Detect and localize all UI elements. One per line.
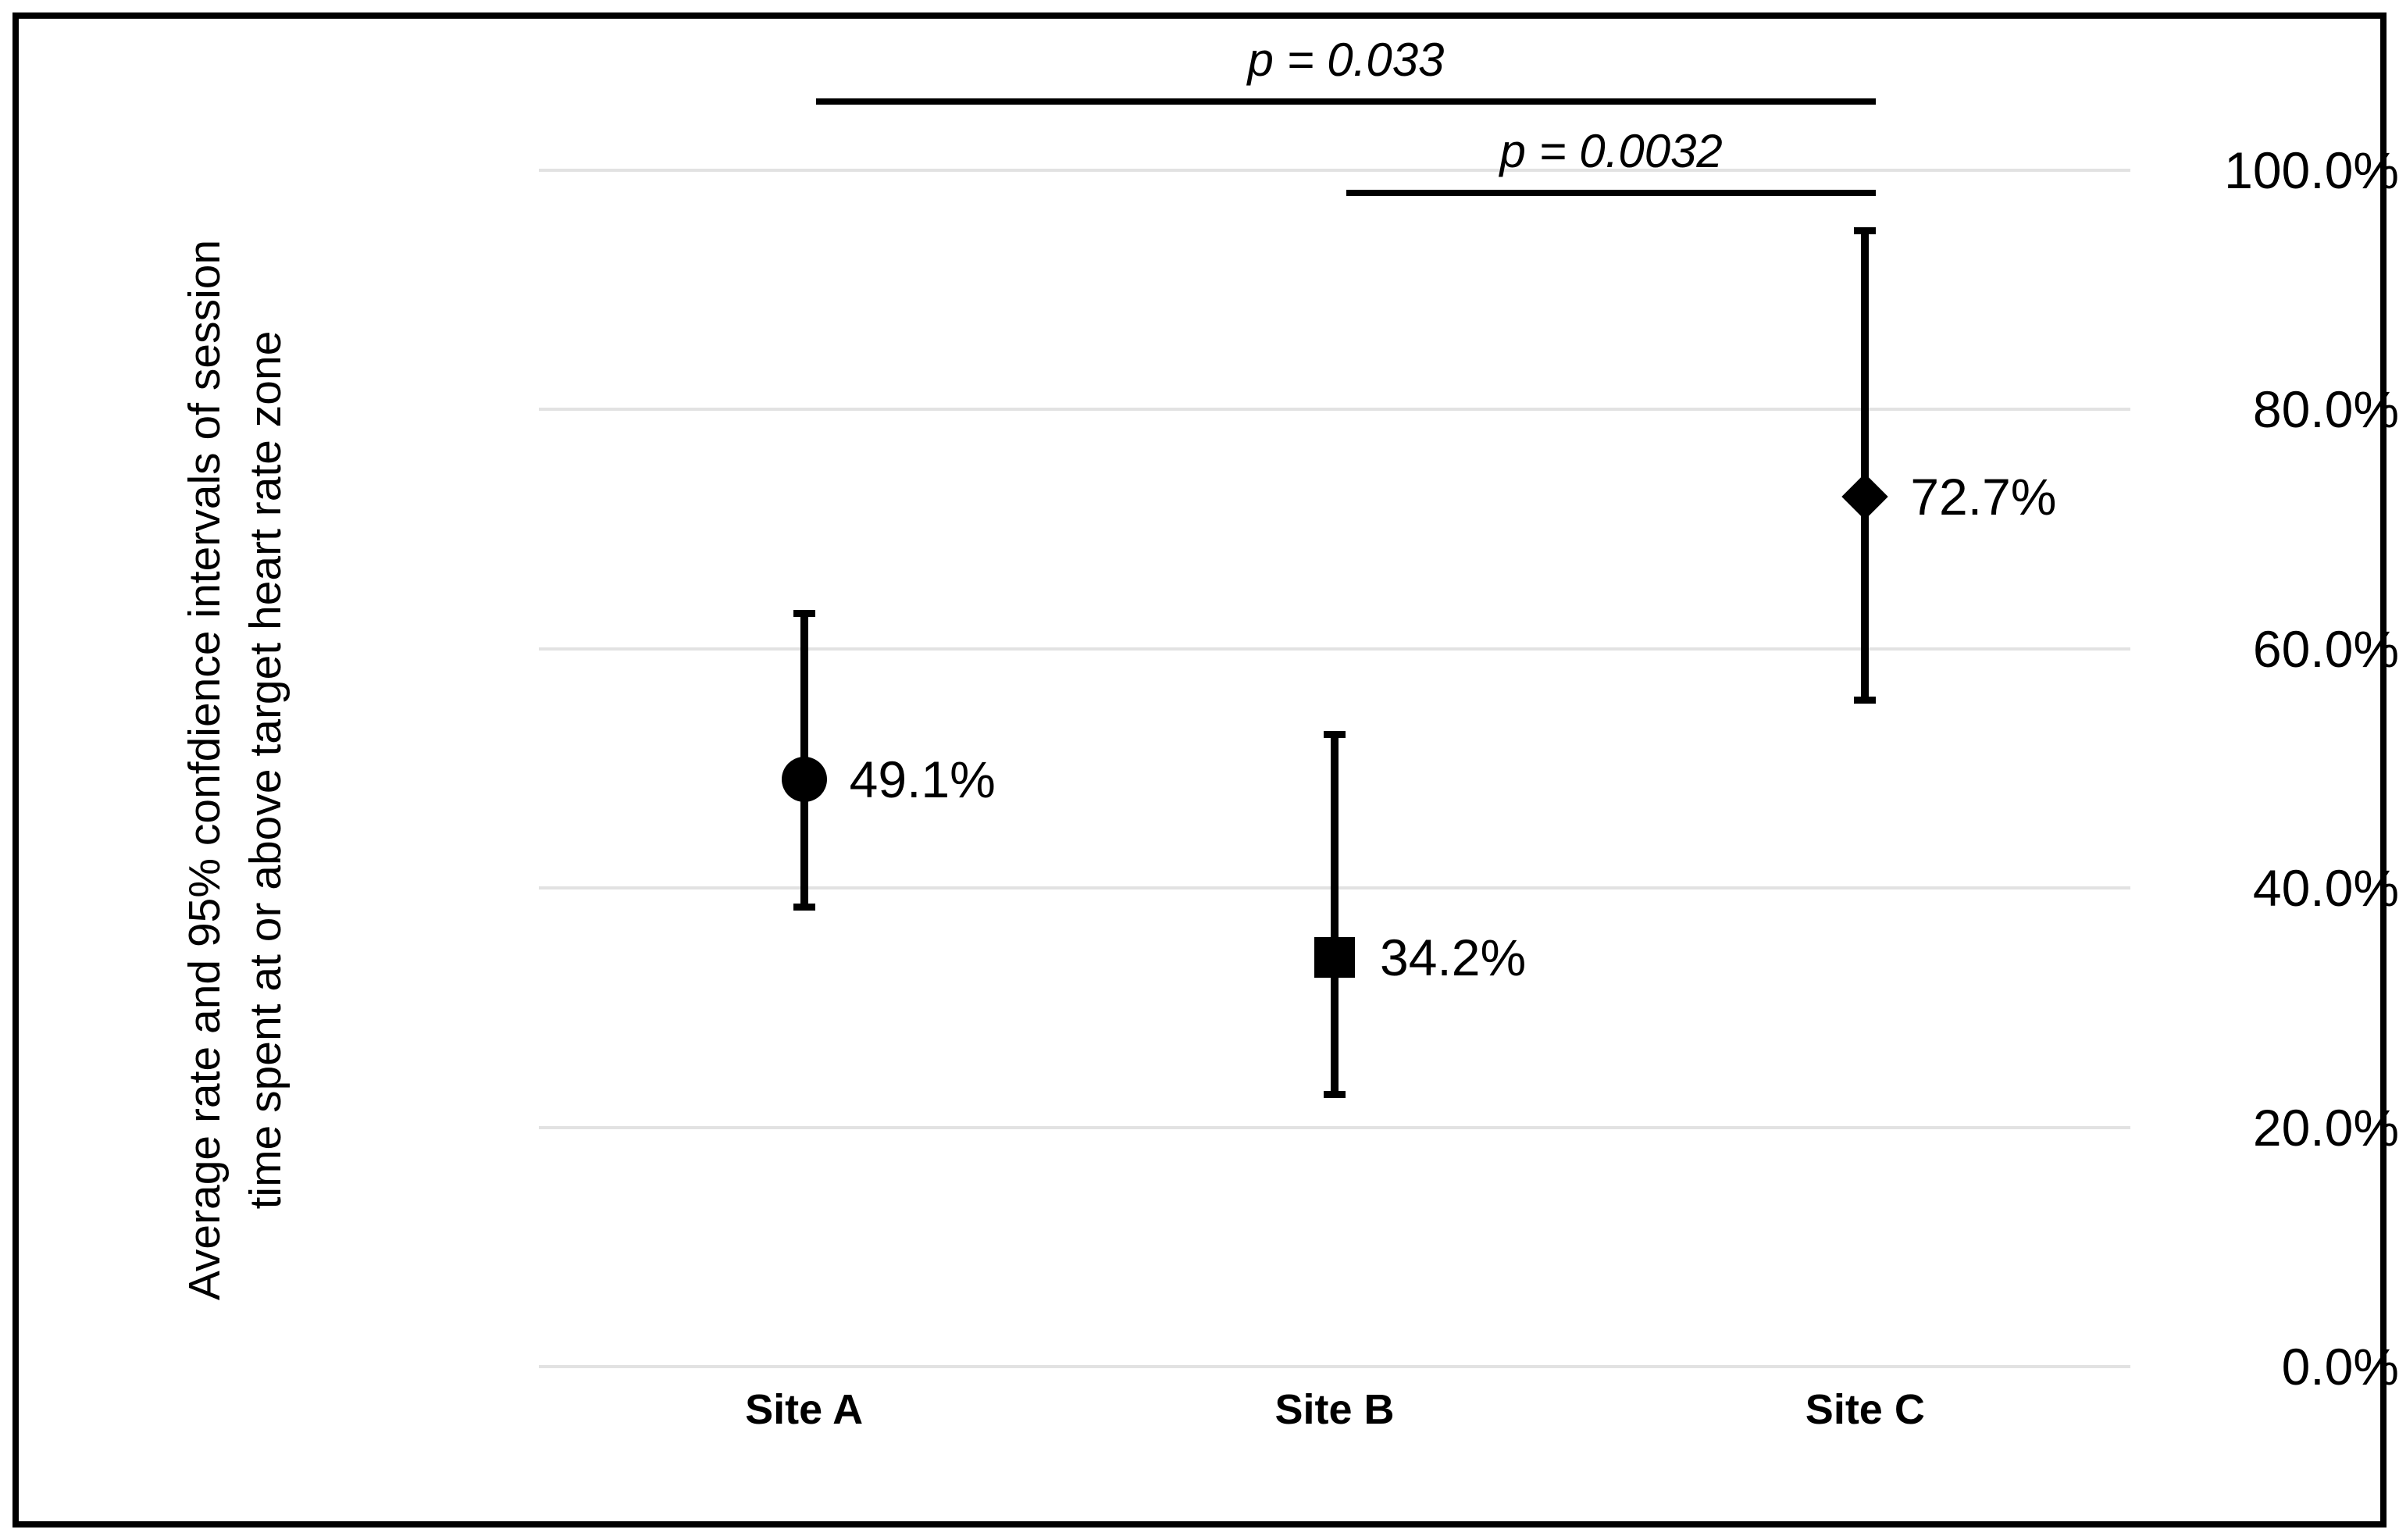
x-category-label: Site A <box>745 1386 864 1433</box>
error-bar-line <box>1331 733 1339 1096</box>
p-value-label: p = 0.033 <box>1247 34 1445 86</box>
error-bar-cap-lower <box>1324 1091 1346 1099</box>
x-category-label: Site B <box>1274 1386 1395 1433</box>
error-bar-cap-upper <box>1324 730 1346 738</box>
square-marker <box>1314 937 1355 979</box>
y-axis-title-line2: time spent at or above target heart rate… <box>241 330 291 1210</box>
gridline <box>539 647 2130 651</box>
gridline <box>539 408 2130 412</box>
error-bar-cap-lower <box>1854 696 1877 704</box>
y-tick-label: 0.0% <box>2281 1338 2399 1396</box>
diamond-marker <box>1841 473 1889 520</box>
p-value-label: p = 0.0032 <box>1499 125 1723 177</box>
chart-outer-frame <box>12 12 2387 1528</box>
data-point-value-label: 49.1% <box>849 750 996 808</box>
significance-bar <box>1346 190 1877 196</box>
data-point-value-label: 72.7% <box>1910 468 2057 526</box>
y-tick-label: 40.0% <box>2252 859 2399 918</box>
y-tick-label: 60.0% <box>2252 619 2399 678</box>
y-tick-label: 20.0% <box>2252 1098 2399 1157</box>
error-bar-cap-upper <box>793 609 815 617</box>
y-axis-title: Average rate and 95% confdience interval… <box>174 55 302 1485</box>
circle-marker <box>781 756 827 802</box>
y-axis-title-line1: Average rate and 95% confdience interval… <box>180 239 230 1301</box>
x-category-label: Site C <box>1805 1386 1925 1433</box>
error-bar-cap-lower <box>793 903 815 911</box>
plot-area: 49.1% 34.2% 72.7% <box>539 169 2130 1368</box>
y-tick-label: 100.0% <box>2224 141 2399 199</box>
gridline <box>539 1125 2130 1129</box>
data-point-value-label: 34.2% <box>1380 929 1527 987</box>
significance-bar <box>815 98 1877 105</box>
gridline <box>539 1365 2130 1368</box>
error-bar-line <box>1861 230 1870 700</box>
y-tick-label: 80.0% <box>2252 380 2399 439</box>
gridline <box>539 169 2130 172</box>
error-bar-cap-upper <box>1854 226 1877 234</box>
